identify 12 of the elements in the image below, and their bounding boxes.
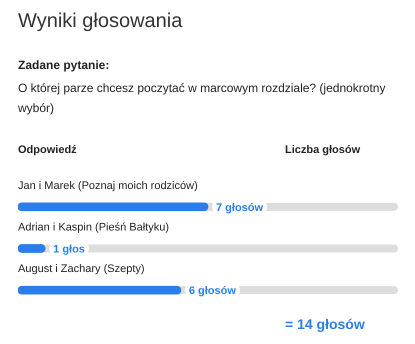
y-tick-label: August i Zachary (Szepty): [18, 263, 145, 276]
chart-title: Wyniki głosowania: [18, 10, 182, 33]
text: = 14 głosów: [285, 316, 365, 332]
y-tick-label: Adrian i Kaspin (Pieśń Bałtyku): [18, 222, 170, 234]
text: O której parze chcesz poczytać w marcowym rozdziale? (jednokrotny wybór): [18, 80, 386, 117]
data-label: 7 głosów: [216, 202, 264, 214]
data-label: 6 głosów: [188, 285, 236, 298]
chart-subtitle: Zadane pytanie:: [18, 58, 110, 72]
x-axis-title: Liczba głosów: [285, 144, 360, 156]
y-axis-title: Odpowiedź: [18, 144, 77, 156]
data-label: 1 głos: [53, 244, 85, 256]
y-tick-label: Jan i Marek (Poznaj moich rodziców): [18, 180, 198, 192]
